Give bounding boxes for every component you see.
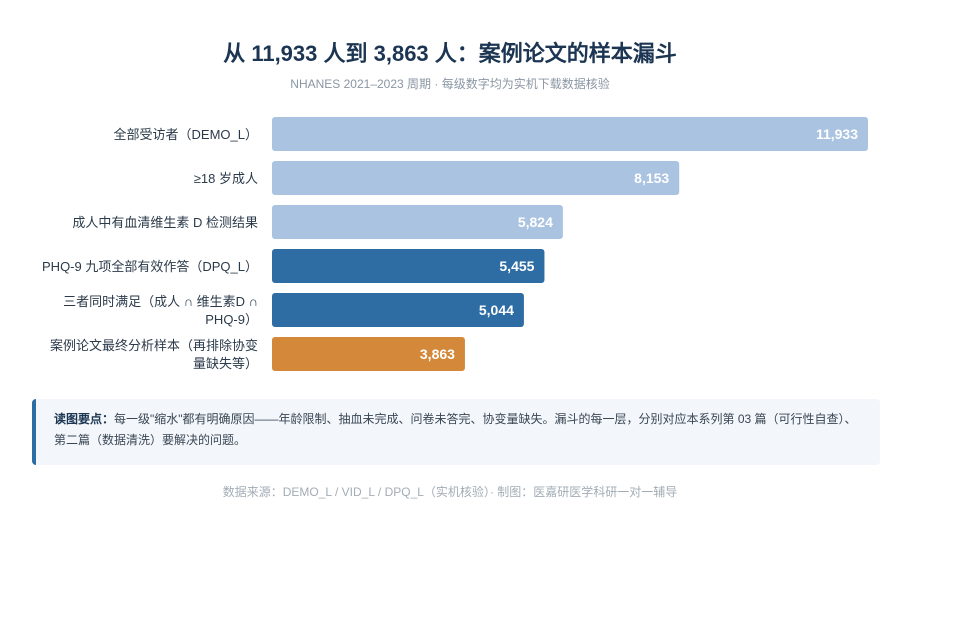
bar-value-label: 3,863 [420, 346, 455, 362]
chart-subtitle: NHANES 2021–2023 周期 · 每级数字均为实机下载数据核验 [290, 77, 610, 91]
funnel-row: 5,455 PHQ-9 九项全部有效作答（DPQ_L） [42, 249, 545, 283]
category-label: 全部受访者（DEMO_L） [114, 127, 258, 142]
funnel-bar [272, 205, 563, 239]
source-footer: 数据来源：DEMO_L / VID_L / DPQ_L（实机核验）· 制图：医嘉… [222, 485, 678, 499]
category-label: 三者同时满足（成人 ∩ 维生素D ∩ [63, 294, 258, 309]
category-label: ≥18 岁成人 [194, 171, 258, 186]
category-label: PHQ-9） [205, 312, 258, 327]
funnel-row: 8,153 ≥18 岁成人 [194, 161, 680, 195]
funnel-bar [272, 117, 868, 151]
funnel-bar [272, 249, 545, 283]
funnel-bar [272, 293, 524, 327]
callout-text: 每一级"缩水"都有明确原因——年龄限制、抽血未完成、问卷未答完、协变量缺失。漏斗… [54, 412, 857, 447]
category-label: 成人中有血清维生素 D 检测结果 [72, 215, 258, 230]
funnel-bar [272, 161, 680, 195]
bar-value-label: 5,455 [499, 258, 534, 274]
bar-value-label: 5,044 [479, 302, 514, 318]
category-label: 案例论文最终分析样本（再排除协变 [50, 338, 258, 353]
funnel-bar-chart: 11,933 全部受访者（DEMO_L） 8,153 ≥18 岁成人 5,824 成人中有… [42, 117, 868, 371]
category-label: 量缺失等） [193, 356, 258, 371]
chart-title: 从 11,933 人到 3,863 人：案例论文的样本漏斗 [223, 41, 677, 66]
funnel-row: 5,044 三者同时满足（成人 ∩ 维生素D ∩ PHQ-9） [63, 293, 524, 327]
bar-value-label: 11,933 [816, 126, 858, 142]
funnel-row: 5,824 成人中有血清维生素 D 检测结果 [72, 205, 563, 239]
funnel-row: 11,933 全部受访者（DEMO_L） [114, 117, 868, 151]
bar-value-label: 8,153 [634, 170, 669, 186]
callout-label: 读图要点： [54, 412, 115, 426]
funnel-bar [272, 337, 465, 371]
bar-value-label: 5,824 [518, 214, 553, 230]
reading-tip-callout: 读图要点：每一级"缩水"都有明确原因——年龄限制、抽血未完成、问卷未答完、协变量… [32, 399, 880, 465]
category-label: PHQ-9 九项全部有效作答（DPQ_L） [42, 259, 258, 274]
